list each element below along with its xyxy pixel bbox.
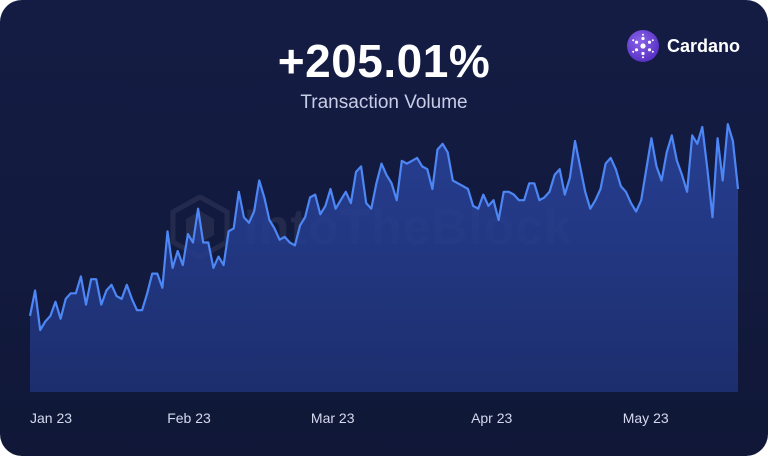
brand-label: Cardano <box>666 35 740 56</box>
cardano-logo-icon <box>626 30 659 62</box>
x-tick-label: May 23 <box>623 410 669 426</box>
series-area <box>30 124 738 392</box>
brand-badge: Cardano <box>626 30 740 62</box>
x-tick-label: Apr 23 <box>471 410 512 426</box>
chart-subtitle: Transaction Volume <box>300 92 468 113</box>
x-tick-label: Jan 23 <box>30 410 72 426</box>
x-tick-label: Feb 23 <box>167 410 211 426</box>
series-line <box>28 123 740 332</box>
x-tick-label: Mar 23 <box>311 410 355 426</box>
percent-change-headline: +205.01% <box>277 35 491 87</box>
